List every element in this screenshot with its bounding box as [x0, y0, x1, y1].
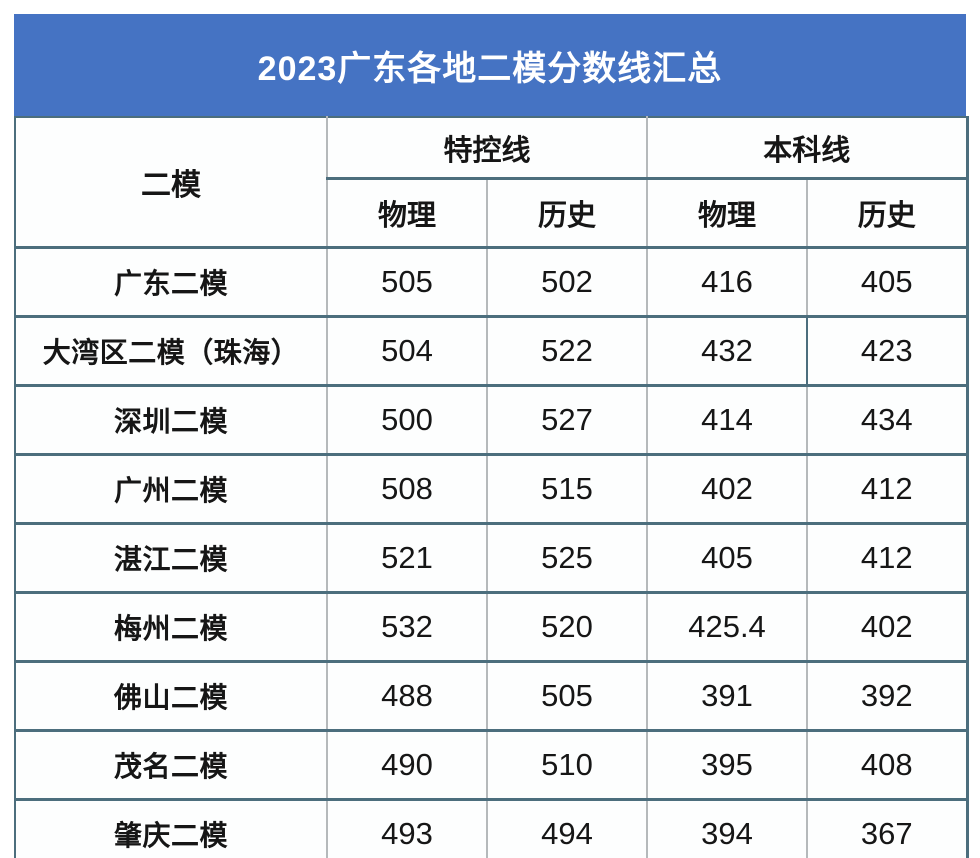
table-row: 广州二模 508 515 402 412 [15, 453, 968, 524]
score-cell: 505 [485, 660, 648, 731]
score-cell: 416 [646, 246, 808, 317]
score-table: 二模 特控线 本科线 物理 历史 物理 历史 广东二模 505 502 416 405 大… [14, 116, 969, 858]
score-table-card: 2023广东各地二模分数线汇总 二模 特控线 本科线 物理 历史 物理 [14, 14, 969, 858]
score-cell: 494 [485, 798, 648, 858]
sub-header-history-2: 历史 [806, 177, 968, 248]
score-cell: 412 [806, 453, 968, 524]
row-label: 深圳二模 [15, 384, 327, 455]
score-cell: 432 [646, 315, 808, 386]
score-cell: 425.4 [646, 591, 808, 662]
table-title: 2023广东各地二模分数线汇总 [14, 14, 966, 116]
table-row: 肇庆二模 493 494 394 367 [15, 798, 968, 858]
table-row: 梅州二模 532 520 425.4 402 [15, 591, 968, 662]
row-label: 佛山二模 [15, 660, 327, 731]
row-label: 梅州二模 [15, 591, 327, 662]
score-cell: 423 [806, 315, 968, 386]
score-cell: 402 [646, 453, 808, 524]
score-cell: 405 [646, 522, 808, 593]
score-cell: 527 [485, 384, 648, 455]
table-header: 二模 特控线 本科线 物理 历史 物理 历史 [15, 117, 968, 248]
score-cell: 525 [485, 522, 648, 593]
score-cell: 367 [806, 798, 968, 858]
row-label: 大湾区二模（珠海） [15, 315, 327, 386]
score-cell: 412 [806, 522, 968, 593]
score-cell: 395 [646, 729, 808, 800]
score-cell: 405 [806, 246, 968, 317]
row-label: 肇庆二模 [15, 798, 327, 858]
row-label: 广东二模 [15, 246, 327, 317]
score-cell: 391 [646, 660, 808, 731]
score-cell: 414 [646, 384, 808, 455]
corner-header-ermo: 二模 [15, 117, 327, 248]
score-cell: 490 [326, 729, 487, 800]
score-cell: 502 [485, 246, 648, 317]
header-row-groups: 二模 特控线 本科线 [15, 117, 968, 248]
row-label: 茂名二模 [15, 729, 327, 800]
score-cell: 394 [646, 798, 808, 858]
header-row-subjects: 物理 历史 物理 历史 [15, 177, 968, 248]
row-label: 广州二模 [15, 453, 327, 524]
score-cell: 504 [326, 315, 487, 386]
table-row: 佛山二模 488 505 391 392 [15, 660, 968, 731]
score-cell: 500 [326, 384, 487, 455]
row-label: 湛江二模 [15, 522, 327, 593]
score-cell: 392 [806, 660, 968, 731]
score-cell: 522 [485, 315, 648, 386]
score-cell: 521 [326, 522, 487, 593]
score-cell: 402 [806, 591, 968, 662]
score-cell: 515 [485, 453, 648, 524]
score-cell: 510 [485, 729, 648, 800]
score-cell: 493 [326, 798, 487, 858]
score-cell: 508 [326, 453, 487, 524]
sub-header-physics-2: 物理 [646, 177, 808, 248]
table-row: 广东二模 505 502 416 405 [15, 246, 968, 317]
sub-header-history-1: 历史 [485, 177, 648, 248]
table-row: 湛江二模 521 525 405 412 [15, 522, 968, 593]
score-cell: 488 [326, 660, 487, 731]
score-cell: 532 [326, 591, 487, 662]
score-cell: 505 [326, 246, 487, 317]
table-row: 大湾区二模（珠海） 504 522 432 423 [15, 315, 968, 386]
group-header-tekongxian: 特控线 [325, 117, 648, 179]
table-body: 广东二模 505 502 416 405 大湾区二模（珠海） 504 522 432 423 深圳二… [15, 246, 968, 858]
score-cell: 520 [485, 591, 648, 662]
group-header-benkexian: 本科线 [646, 117, 968, 179]
score-cell: 408 [806, 729, 968, 800]
table-row: 茂名二模 490 510 395 408 [15, 729, 968, 800]
table-row: 深圳二模 500 527 414 434 [15, 384, 968, 455]
sub-header-physics-1: 物理 [326, 177, 487, 248]
score-cell: 434 [806, 384, 968, 455]
